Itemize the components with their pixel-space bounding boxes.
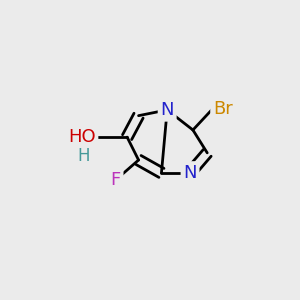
Text: Br: Br bbox=[213, 100, 233, 118]
Text: HO: HO bbox=[68, 128, 96, 146]
Text: N: N bbox=[183, 164, 197, 182]
Text: H: H bbox=[77, 147, 90, 165]
Text: N: N bbox=[160, 101, 174, 119]
Text: F: F bbox=[110, 171, 121, 189]
